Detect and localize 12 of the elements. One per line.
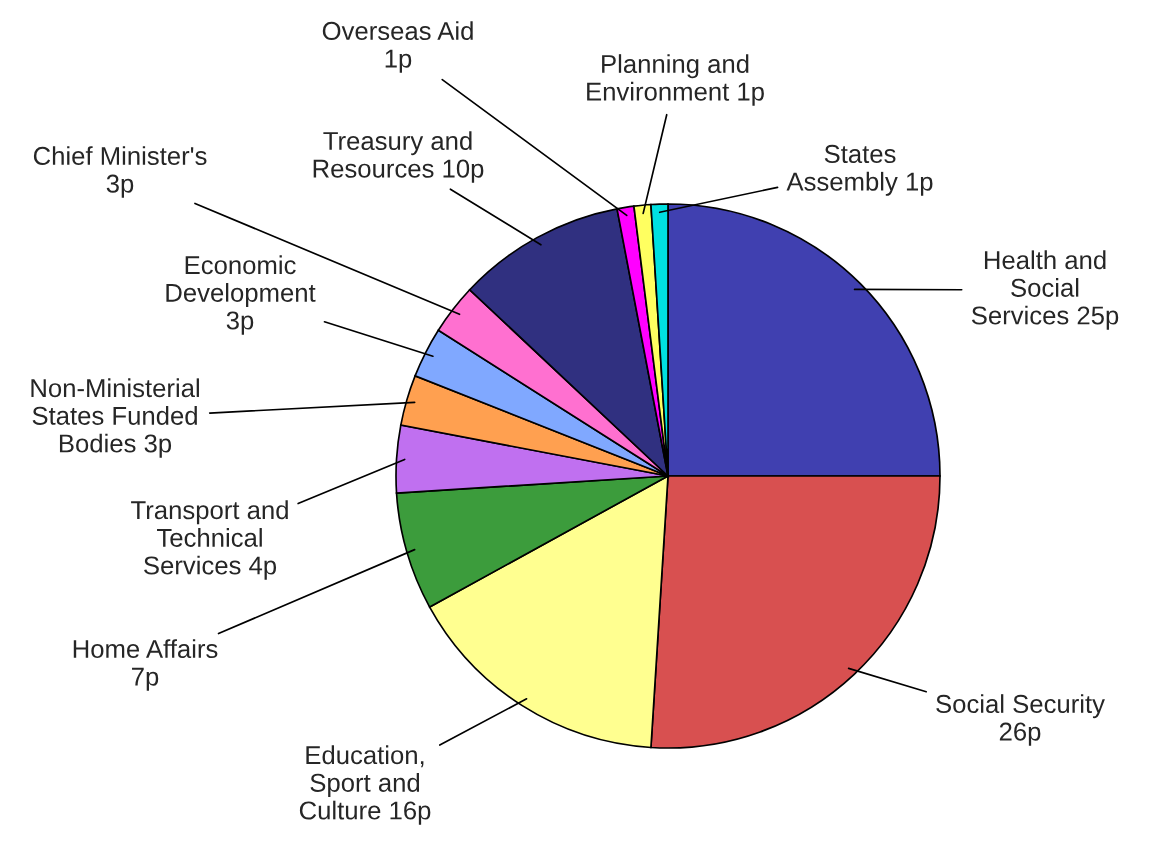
slice-label: Health and Social Services 25p — [971, 250, 1119, 330]
slice-label: Social Security 26p — [936, 694, 1105, 746]
slice-label: Overseas Aid 1p — [322, 21, 473, 73]
slice-label: Home Affairs 7p — [73, 639, 218, 691]
slice-label: States Assembly 1p — [786, 144, 933, 196]
slice-label: Economic Development 3p — [166, 255, 316, 335]
slice-label: Non-Ministerial States Funded Bodies 3p — [31, 378, 199, 458]
slice-label: Treasury and Resources 10p — [313, 131, 484, 183]
slice-label: Transport and Technical Services 4p — [131, 500, 288, 580]
slice-label: Chief Minister's 3p — [33, 146, 207, 198]
slice-label: Planning and Environment 1p — [587, 54, 764, 106]
slice-label: Education, Sport and Culture 16p — [299, 745, 431, 825]
